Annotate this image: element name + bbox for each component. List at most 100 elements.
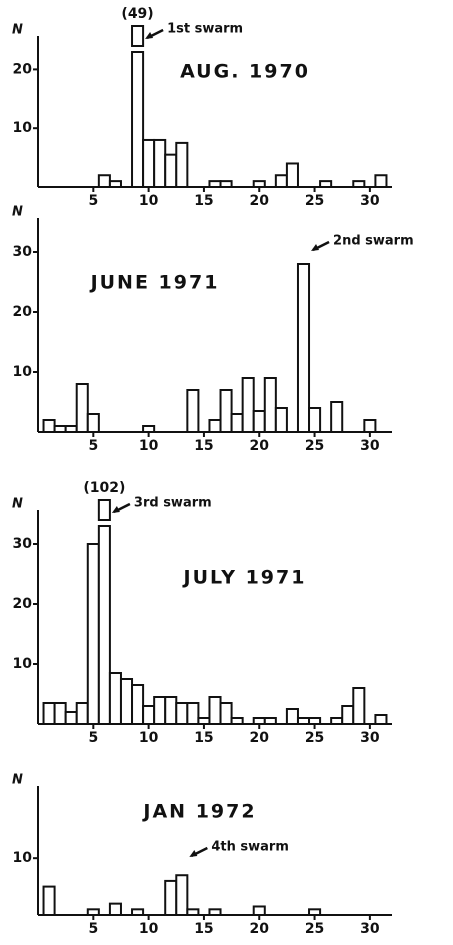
bar bbox=[75, 383, 89, 433]
annotation-arrowhead bbox=[311, 244, 320, 251]
bar bbox=[97, 174, 111, 189]
x-tick-label: 30 bbox=[360, 438, 380, 454]
y-axis-label: N bbox=[12, 205, 23, 220]
bar bbox=[252, 717, 266, 725]
bar-overflow bbox=[131, 25, 145, 47]
bar bbox=[374, 714, 388, 725]
bar bbox=[208, 180, 222, 188]
bar bbox=[164, 879, 178, 917]
bar bbox=[42, 702, 56, 725]
annotation-arrowhead bbox=[145, 32, 154, 39]
x-tick-label: 20 bbox=[250, 921, 270, 937]
bar bbox=[252, 410, 266, 433]
value-label: (102) bbox=[83, 480, 125, 496]
annotation: 3rd swarm bbox=[134, 496, 212, 511]
bar bbox=[330, 401, 344, 433]
bar bbox=[319, 180, 333, 188]
y-axis-label: N bbox=[12, 23, 23, 38]
value-label: (49) bbox=[121, 6, 153, 22]
bar bbox=[131, 908, 145, 916]
bar bbox=[153, 138, 167, 189]
bar bbox=[186, 389, 200, 433]
x-tick-label: 15 bbox=[194, 730, 213, 746]
bar bbox=[274, 407, 288, 433]
bar bbox=[274, 174, 288, 189]
bar bbox=[219, 389, 233, 433]
bar bbox=[263, 377, 277, 433]
bar bbox=[352, 687, 366, 725]
bar bbox=[197, 717, 211, 725]
bar bbox=[131, 51, 145, 188]
x-tick-label: 15 bbox=[194, 193, 213, 209]
bar bbox=[119, 678, 134, 725]
chart-title: AUG. 1970 bbox=[180, 61, 310, 83]
x-tick-label: 10 bbox=[139, 193, 159, 209]
chart-title: JULY 1971 bbox=[182, 567, 307, 589]
bar bbox=[131, 684, 145, 725]
bar bbox=[108, 180, 122, 188]
annotation-arrowhead bbox=[111, 506, 120, 513]
bar bbox=[208, 419, 222, 433]
bar bbox=[285, 708, 299, 725]
y-tick-label: 10 bbox=[13, 364, 33, 380]
y-tick-label: 20 bbox=[13, 61, 33, 77]
bar bbox=[64, 425, 78, 433]
x-tick-label: 10 bbox=[139, 730, 159, 746]
bar bbox=[42, 419, 56, 433]
bar bbox=[230, 413, 244, 433]
bar bbox=[252, 180, 266, 188]
annotation: 1st swarm bbox=[167, 22, 243, 37]
bar bbox=[175, 702, 189, 725]
bar bbox=[263, 717, 277, 725]
bar bbox=[142, 425, 156, 433]
bar-overflow bbox=[97, 499, 111, 521]
bar bbox=[330, 717, 344, 725]
bar bbox=[308, 407, 322, 433]
bar bbox=[252, 905, 266, 917]
bar bbox=[186, 908, 200, 916]
annotation: 2nd swarm bbox=[333, 234, 414, 249]
bar bbox=[352, 180, 366, 188]
y-tick-label: 20 bbox=[13, 304, 33, 320]
bar bbox=[374, 174, 388, 189]
bar bbox=[296, 717, 311, 725]
y-tick-label: 30 bbox=[13, 244, 33, 260]
bar bbox=[153, 696, 167, 725]
bar bbox=[219, 180, 233, 188]
bar bbox=[108, 672, 122, 725]
bar bbox=[64, 711, 78, 725]
bar bbox=[241, 377, 255, 433]
y-axis-label: N bbox=[12, 497, 23, 512]
x-tick-label: 5 bbox=[88, 921, 98, 937]
y-tick-label: 10 bbox=[13, 656, 33, 672]
bar bbox=[142, 138, 156, 189]
bar bbox=[219, 702, 233, 725]
bar bbox=[230, 717, 244, 725]
x-tick-label: 25 bbox=[305, 193, 324, 209]
x-tick-label: 5 bbox=[88, 193, 98, 209]
bar bbox=[53, 425, 67, 433]
x-tick-label: 20 bbox=[250, 730, 270, 746]
bar bbox=[164, 696, 178, 725]
bar bbox=[285, 162, 299, 188]
bar bbox=[175, 141, 189, 188]
bar bbox=[208, 908, 222, 916]
x-tick-label: 25 bbox=[305, 730, 324, 746]
y-tick-label: 10 bbox=[13, 850, 33, 866]
x-tick-label: 20 bbox=[250, 438, 270, 454]
x-tick-label: 5 bbox=[88, 730, 98, 746]
bar bbox=[175, 874, 189, 917]
x-tick-label: 20 bbox=[250, 193, 270, 209]
bar bbox=[97, 525, 111, 725]
x-tick-label: 25 bbox=[305, 438, 324, 454]
x-tick-label: 15 bbox=[194, 438, 213, 454]
bar bbox=[42, 885, 56, 916]
y-tick-label: 10 bbox=[13, 120, 33, 136]
y-axis-label: N bbox=[12, 773, 23, 788]
bar bbox=[53, 702, 67, 725]
bar bbox=[296, 263, 311, 433]
bar bbox=[75, 702, 89, 725]
x-tick-label: 30 bbox=[360, 193, 380, 209]
bar bbox=[308, 908, 322, 916]
